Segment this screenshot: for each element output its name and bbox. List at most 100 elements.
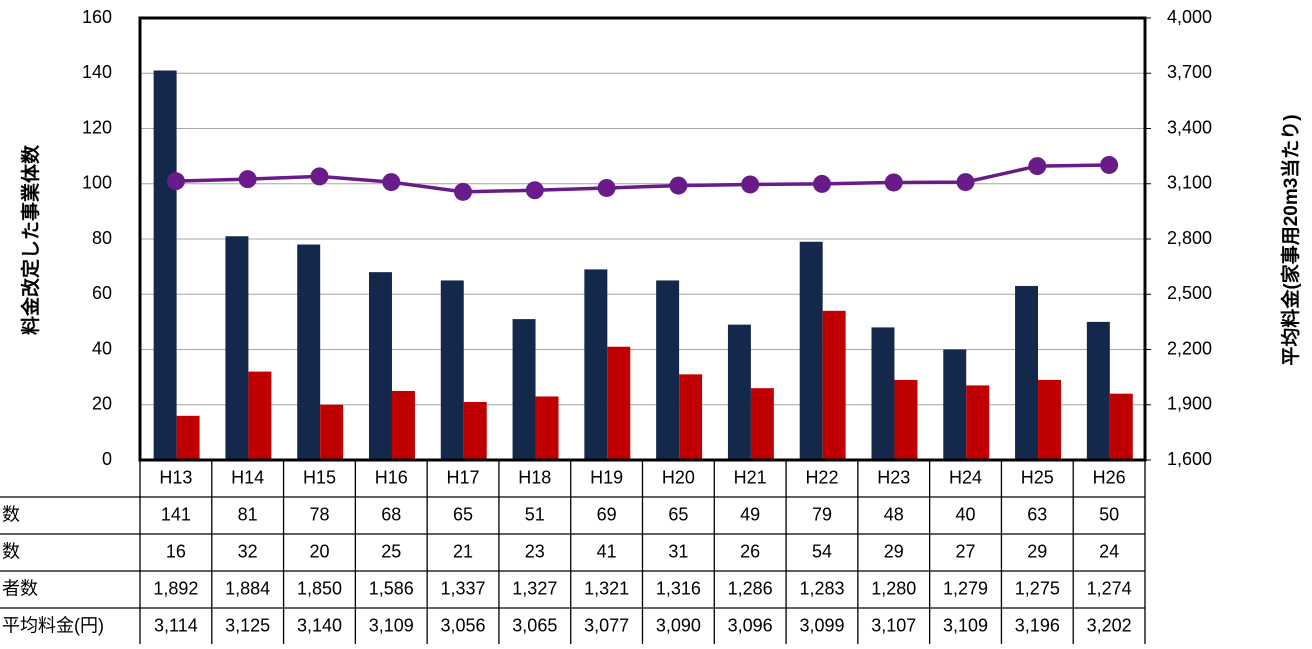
table-cell: 1,327 (512, 578, 557, 598)
line-point (1100, 155, 1119, 174)
table-cell: 24 (1099, 541, 1119, 561)
y2-tick-label: 3,100 (1167, 173, 1212, 193)
bar (535, 396, 559, 460)
table-cell: 1,316 (656, 578, 701, 598)
y-tick-label: 80 (92, 228, 112, 248)
table-cell: 65 (668, 504, 688, 524)
x-tick-label: H13 (159, 467, 192, 487)
bar (391, 390, 415, 460)
bar (1038, 379, 1062, 460)
table-cell: 1,321 (584, 578, 629, 598)
x-tick-label: H20 (662, 467, 695, 487)
x-tick-label: H17 (447, 467, 480, 487)
bar (871, 327, 895, 460)
line-point (525, 181, 544, 200)
y2-axis-title: 平均料金(家事用20m3当たり) (1279, 114, 1302, 365)
y-tick-label: 40 (92, 338, 112, 358)
x-tick-label: H24 (949, 467, 982, 487)
table-cell: 54 (812, 541, 832, 561)
line-point (812, 174, 831, 193)
line-point (669, 176, 688, 195)
bar (320, 404, 344, 460)
y-tick-label: 120 (82, 117, 112, 137)
table-cell: 81 (238, 504, 258, 524)
table-cell: 3,065 (512, 615, 557, 635)
x-tick-label: H25 (1021, 467, 1054, 487)
table-cell: 1,283 (799, 578, 844, 598)
bar (966, 385, 990, 460)
row-label: 者数 (2, 578, 38, 598)
line-point (310, 167, 329, 186)
line-point (454, 182, 473, 201)
x-tick-label: H15 (303, 467, 336, 487)
bar (1015, 285, 1039, 460)
line (175, 163, 1110, 194)
table-cell: 48 (884, 504, 904, 524)
table-cell: 41 (597, 541, 617, 561)
table-cell: 3,114 (154, 615, 198, 635)
table-cell: 25 (381, 541, 401, 561)
bar (368, 272, 392, 460)
bar (656, 280, 680, 460)
table-cell: 29 (884, 541, 904, 561)
bar (153, 70, 177, 461)
line-point (382, 173, 401, 192)
bar (943, 349, 967, 460)
table-cell: 3,107 (871, 615, 916, 635)
table-cell: 32 (238, 541, 258, 561)
table-cell: 31 (668, 541, 688, 561)
table-cell: 3,077 (584, 615, 629, 635)
table-cell: 1,280 (871, 578, 916, 598)
y-axis-title: 料金改定した事業体数 (19, 144, 42, 335)
table-cell: 1,850 (297, 578, 342, 598)
y2-tick-label: 2,800 (1167, 228, 1212, 248)
y2-tick-label: 3,400 (1167, 117, 1212, 137)
x-tick-label: H19 (590, 467, 623, 487)
x-tick-label: H14 (231, 467, 264, 487)
y2-tick-label: 3,700 (1167, 62, 1212, 82)
table-cell: 1,586 (369, 578, 414, 598)
table-cell: 26 (740, 541, 760, 561)
y-tick-label: 20 (92, 394, 112, 414)
table-cell: 29 (1027, 541, 1047, 561)
y-tick-label: 60 (92, 283, 112, 303)
table-cell: 78 (309, 504, 329, 524)
table-cell: 40 (956, 504, 976, 524)
x-tick-label: H21 (734, 467, 767, 487)
table-cell: 21 (453, 541, 473, 561)
y2-tick-label: 1,900 (1167, 394, 1212, 414)
bar (750, 388, 774, 460)
table-cell: 1,337 (441, 578, 486, 598)
table-cell: 1,892 (153, 578, 198, 598)
bar (512, 319, 536, 460)
table-cell: 23 (525, 541, 545, 561)
table-cell: 1,275 (1015, 578, 1060, 598)
bar (297, 244, 321, 460)
table-cell: 3,140 (297, 615, 342, 635)
row-label: 数 (2, 504, 20, 524)
table-cell: 16 (166, 541, 186, 561)
table-cell: 63 (1027, 504, 1047, 524)
x-tick-label: H23 (877, 467, 910, 487)
x-tick-label: H26 (1093, 467, 1126, 487)
table-cell: 3,125 (225, 615, 270, 635)
x-tick-label: H16 (375, 467, 408, 487)
bar (463, 401, 487, 460)
y-tick-label: 100 (82, 173, 112, 193)
bar (440, 280, 464, 460)
y2-tick-label: 2,200 (1167, 338, 1212, 358)
y2-tick-label: 1,600 (1167, 449, 1212, 469)
table-cell: 3,109 (943, 615, 988, 635)
y-tick-label: 0 (102, 449, 112, 469)
table-cell: 69 (597, 504, 617, 524)
line-point (597, 178, 616, 197)
line-point (1028, 157, 1047, 176)
table-cell: 51 (525, 504, 545, 524)
table-cell: 1,274 (1087, 578, 1132, 598)
table-cell: 3,196 (1015, 615, 1060, 635)
bar (225, 236, 249, 460)
bar (1109, 393, 1133, 460)
line-point (238, 170, 257, 189)
table-cell: 3,090 (656, 615, 701, 635)
line-point (166, 172, 185, 191)
